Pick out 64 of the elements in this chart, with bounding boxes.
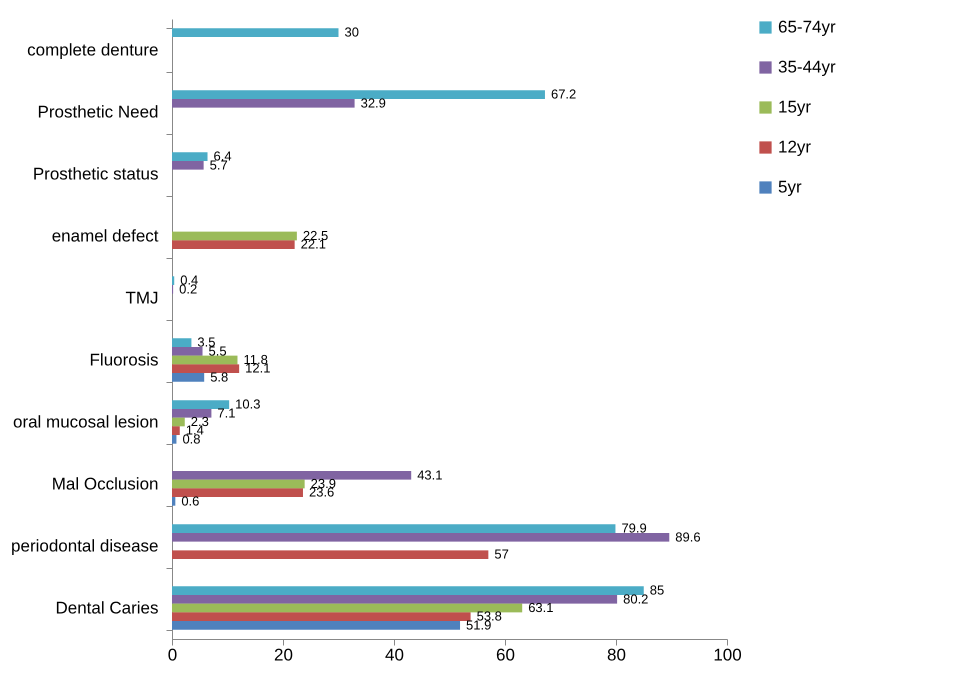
bar [172, 604, 522, 612]
bar [172, 470, 412, 480]
x-tick-label: 60 [496, 646, 515, 664]
bar [172, 28, 338, 37]
bar [172, 408, 212, 418]
bar [172, 426, 180, 436]
y-tick-label: Fluorosis [90, 350, 158, 370]
bar [172, 90, 545, 99]
legend-label: 5yr [778, 178, 802, 196]
bar [172, 524, 616, 533]
bar [172, 346, 203, 356]
data-label: 67.2 [550, 86, 576, 102]
bar [172, 550, 488, 560]
bar [172, 488, 303, 498]
y-tick-label: Prosthetic Need [38, 102, 158, 122]
legend-label: 65-74yr [778, 18, 836, 36]
bar [172, 532, 670, 542]
bar [172, 400, 230, 409]
data-label: 89.6 [675, 529, 701, 544]
y-tick-label: enamel defect [52, 226, 159, 246]
data-label: 10.3 [235, 396, 260, 412]
data-label: 80.2 [623, 591, 648, 606]
x-tick-label: 20 [274, 646, 293, 664]
bar [172, 364, 240, 374]
data-label: 63.1 [528, 600, 554, 615]
bar [172, 480, 305, 488]
bar [172, 435, 176, 444]
data-label: 0.6 [181, 493, 200, 508]
bar [172, 232, 297, 240]
bar [172, 356, 238, 364]
y-tick-label: Prosthetic status [32, 164, 158, 184]
bar [172, 240, 295, 250]
y-tick-label: periodontal disease [11, 536, 158, 556]
y-tick-label: Mal Occlusion [52, 474, 158, 494]
data-label: 43.1 [417, 467, 443, 482]
y-tick-label: TMJ [125, 288, 158, 308]
data-label: 79.9 [621, 520, 647, 536]
bar [172, 338, 192, 347]
bar [172, 98, 355, 108]
data-label: 85 [650, 582, 664, 598]
legend-label: 35-44yr [778, 58, 836, 76]
bar [172, 586, 644, 595]
y-tick-label: complete denture [27, 40, 158, 60]
bar [172, 497, 176, 506]
y-tick-label: Dental Caries [56, 598, 158, 618]
data-label: 32.9 [360, 95, 386, 110]
x-tick-label: 100 [713, 646, 742, 664]
data-label: 7.1 [217, 405, 236, 420]
legend-label: 12yr [778, 138, 812, 156]
bar [172, 612, 471, 622]
legend-label: 15yr [778, 98, 812, 116]
bar [172, 621, 460, 630]
bar [172, 418, 185, 426]
x-tick-label: 0 [168, 646, 178, 664]
data-label: 30 [344, 24, 359, 40]
bar [172, 373, 204, 382]
data-label: 5.8 [210, 369, 228, 384]
bar [172, 152, 208, 161]
x-tick-label: 40 [385, 646, 404, 664]
y-tick-label: oral mucosal lesion [12, 412, 158, 432]
bar [172, 594, 618, 604]
data-label: 57 [494, 546, 509, 562]
bar [172, 160, 204, 170]
x-tick-label: 80 [607, 646, 626, 664]
